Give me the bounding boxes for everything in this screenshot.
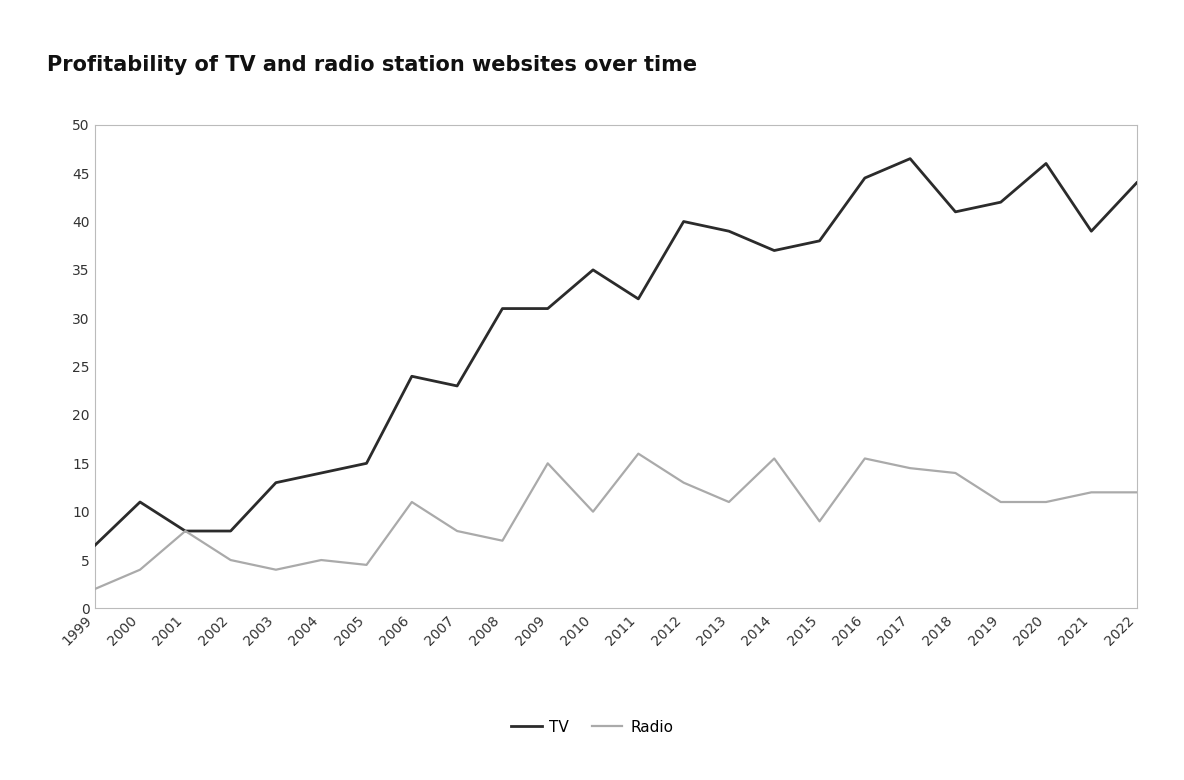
TV	[676, 217, 690, 226]
TV	[450, 381, 464, 391]
Line: TV: TV	[95, 158, 1137, 545]
TV	[88, 541, 102, 550]
TV	[1038, 159, 1053, 168]
Radio	[224, 555, 238, 565]
TV	[360, 459, 374, 468]
Radio	[903, 463, 918, 473]
TV	[495, 304, 509, 314]
Line: Radio: Radio	[95, 454, 1137, 589]
TV	[224, 526, 238, 536]
Radio	[88, 584, 102, 594]
Radio	[1130, 488, 1144, 497]
TV	[1085, 226, 1099, 236]
TV	[767, 246, 781, 255]
Radio	[586, 507, 600, 516]
Radio	[450, 526, 464, 536]
Radio	[314, 555, 328, 565]
Radio	[812, 516, 826, 526]
Radio	[1038, 498, 1053, 507]
TV	[857, 173, 871, 183]
TV	[541, 304, 555, 314]
TV	[903, 154, 918, 163]
Radio	[767, 454, 781, 463]
TV	[993, 197, 1008, 207]
Radio	[541, 459, 555, 468]
TV	[314, 468, 328, 477]
Radio	[179, 526, 193, 536]
Radio	[948, 468, 963, 477]
Radio	[631, 449, 645, 459]
Legend: TV, Radio: TV, Radio	[504, 714, 680, 741]
Radio	[133, 565, 147, 574]
Radio	[857, 454, 871, 463]
TV	[722, 226, 736, 236]
Radio	[495, 536, 509, 545]
TV	[586, 265, 600, 275]
TV	[133, 498, 147, 507]
Radio	[360, 560, 374, 569]
Radio	[676, 478, 690, 488]
Text: Profitability of TV and radio station websites over time: Profitability of TV and radio station we…	[47, 55, 697, 75]
TV	[405, 371, 419, 381]
TV	[179, 526, 193, 536]
Radio	[269, 565, 283, 574]
TV	[269, 478, 283, 488]
TV	[812, 236, 826, 246]
TV	[1130, 178, 1144, 187]
TV	[631, 294, 645, 303]
Radio	[993, 498, 1008, 507]
Radio	[405, 498, 419, 507]
Radio	[722, 498, 736, 507]
TV	[948, 207, 963, 217]
Radio	[1085, 488, 1099, 497]
